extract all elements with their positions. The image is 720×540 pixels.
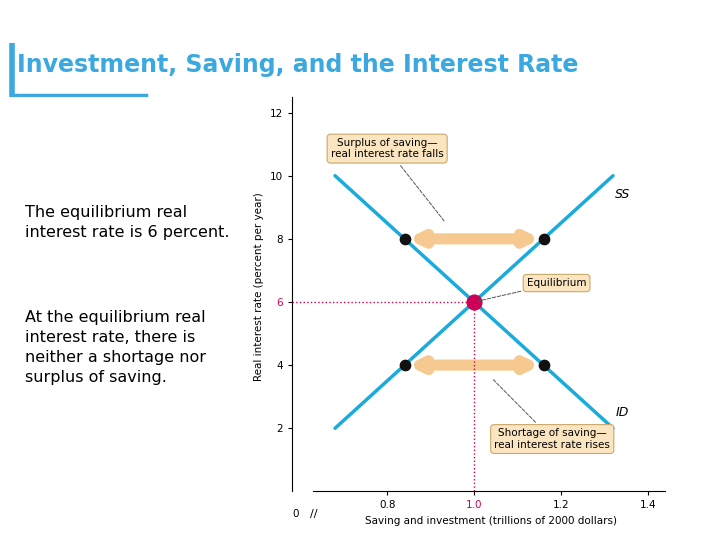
Text: The equilibrium real
interest rate is 6 percent.: The equilibrium real interest rate is 6 … bbox=[24, 205, 229, 240]
Y-axis label: Real interest rate (percent per year): Real interest rate (percent per year) bbox=[253, 192, 264, 381]
Text: 0: 0 bbox=[293, 509, 300, 519]
Point bbox=[399, 361, 410, 369]
Text: Shortage of saving—
real interest rate rises: Shortage of saving— real interest rate r… bbox=[493, 380, 610, 450]
Text: SS: SS bbox=[615, 188, 631, 201]
Text: //: // bbox=[310, 509, 317, 519]
Text: Equilibrium: Equilibrium bbox=[477, 278, 586, 301]
Text: At the equilibrium real
interest rate, there is
neither a shortage nor
surplus o: At the equilibrium real interest rate, t… bbox=[24, 310, 206, 384]
Point bbox=[399, 234, 410, 243]
Text: ID: ID bbox=[615, 406, 629, 419]
X-axis label: Saving and investment (trillions of 2000 dollars): Saving and investment (trillions of 2000… bbox=[366, 516, 618, 526]
Point bbox=[468, 298, 480, 306]
Point bbox=[538, 234, 549, 243]
Text: Investment, Saving, and the Interest Rate: Investment, Saving, and the Interest Rat… bbox=[17, 53, 578, 77]
Point bbox=[538, 361, 549, 369]
Text: Surplus of saving—
real interest rate falls: Surplus of saving— real interest rate fa… bbox=[330, 138, 444, 221]
